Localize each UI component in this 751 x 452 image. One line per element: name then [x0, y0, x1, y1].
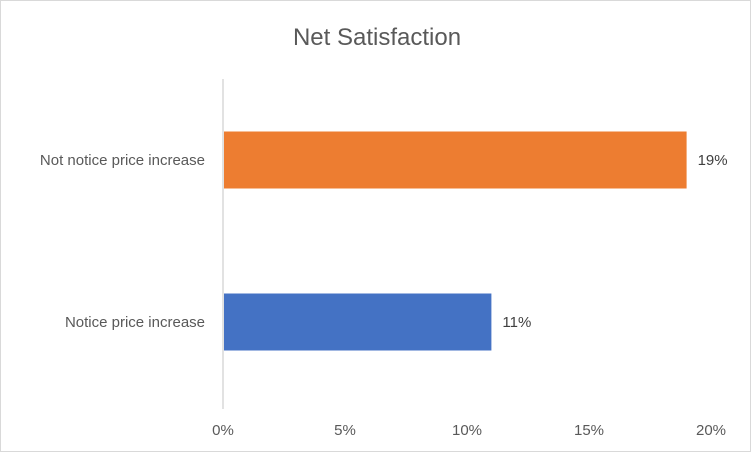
data-label-not-notice-price-increase: 19% — [698, 152, 728, 169]
chart-title: Net Satisfaction — [293, 24, 461, 51]
value-axis-ticks: 0% 5% 10% 15% 20% — [212, 422, 726, 439]
x-tick-label: 10% — [452, 422, 482, 439]
bar-not-notice-price-increase — [224, 131, 687, 189]
x-tick-label: 15% — [574, 422, 604, 439]
category-label-not-notice-price-increase: Not notice price increase — [40, 152, 205, 169]
data-label-notice-price-increase: 11% — [502, 314, 531, 331]
category-label-notice-price-increase: Notice price increase — [65, 314, 205, 331]
x-tick-label: 5% — [334, 422, 356, 439]
x-tick-label: 20% — [696, 422, 726, 439]
bar-notice-price-increase — [224, 293, 492, 351]
x-tick-label: 0% — [212, 422, 234, 439]
bars-group: Not notice price increase 19% Notice price… — [40, 131, 728, 351]
